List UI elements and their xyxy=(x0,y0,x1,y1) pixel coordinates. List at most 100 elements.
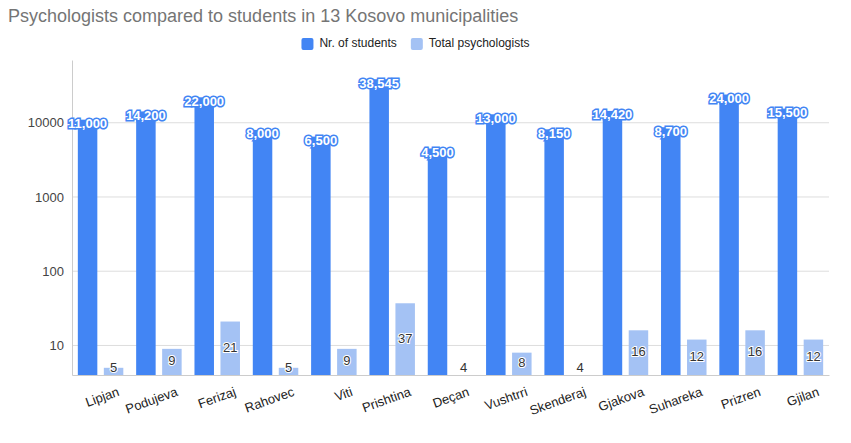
y-tick-label: 10 xyxy=(50,338,64,353)
legend: Nr. of students Total psychologists xyxy=(301,36,529,50)
x-tick: Skenderaj xyxy=(528,375,588,418)
x-tick: Prishtina xyxy=(360,375,413,415)
data-label: 15,500 xyxy=(768,105,808,120)
data-label: 4 xyxy=(460,360,467,375)
x-tick-label: Vushtrri xyxy=(483,384,530,413)
y-axis: 10 100 1000 10000 xyxy=(28,61,73,376)
grid-line xyxy=(72,122,829,123)
bar xyxy=(194,97,213,375)
data-label: 9 xyxy=(168,353,175,368)
data-label: 38,545 xyxy=(359,76,399,91)
bar xyxy=(78,120,97,375)
bar xyxy=(603,111,622,375)
bar xyxy=(486,114,505,375)
bar xyxy=(778,109,797,375)
data-label: 12 xyxy=(690,349,704,364)
x-tick: Podujeva xyxy=(123,375,180,417)
data-label: 8,700 xyxy=(655,124,688,139)
data-label: 16 xyxy=(748,344,762,359)
y-tick: 10000 xyxy=(28,115,72,130)
data-label: 8,000 xyxy=(246,126,279,141)
x-axis-line xyxy=(73,375,830,376)
y-tick: 10 xyxy=(50,338,72,353)
y-tick-label: 100 xyxy=(42,264,64,279)
legend-label: Total psychologists xyxy=(429,36,530,50)
x-tick-label: Gjakova xyxy=(596,384,647,415)
data-label: 37 xyxy=(398,331,412,346)
x-tick: Gjakova xyxy=(596,375,647,414)
x-tick: Deçan xyxy=(431,375,471,411)
bar xyxy=(512,353,531,375)
x-tick: Rahovec xyxy=(243,375,297,416)
legend-item: Total psychologists xyxy=(411,36,530,50)
bars xyxy=(78,79,823,375)
title: Psychologists compared to students in 13… xyxy=(8,6,518,26)
x-tick-label: Gjilan xyxy=(785,384,821,409)
data-label: 9 xyxy=(343,353,350,368)
x-tick-label: Rahovec xyxy=(243,384,297,416)
bar xyxy=(629,330,648,375)
x-tick-label: Suhareka xyxy=(647,384,705,417)
grid-line xyxy=(72,271,829,272)
bar xyxy=(687,340,706,375)
data-labels: 11,000 14,200 22,000 8,000 6,500 38,545 4,500 1… xyxy=(68,76,821,376)
data-label: 13,000 xyxy=(476,111,516,126)
x-tick-label: Podujeva xyxy=(123,384,180,417)
y-tick: 100 xyxy=(42,264,72,279)
y-tick-label: 10000 xyxy=(28,115,64,130)
legend-item: Nr. of students xyxy=(301,36,396,50)
data-label: 14,420 xyxy=(593,107,633,122)
bar xyxy=(162,349,181,375)
grid xyxy=(72,123,829,346)
data-label: 4 xyxy=(577,360,584,375)
data-label: 12 xyxy=(806,349,820,364)
x-tick: Viti xyxy=(333,375,355,404)
data-label: 11,000 xyxy=(68,116,107,131)
x-tick: Suhareka xyxy=(647,375,705,417)
data-label: 8 xyxy=(518,355,525,370)
bar xyxy=(136,111,155,375)
data-label: 6,500 xyxy=(305,133,338,148)
x-axis: LipjanPodujeva FerizajRahovec VitiPrishtin… xyxy=(73,375,830,418)
legend-swatch xyxy=(411,38,423,50)
bar xyxy=(804,340,823,375)
x-tick: Lipjan xyxy=(83,375,121,410)
data-label: 14,200 xyxy=(126,108,166,123)
bar xyxy=(661,127,680,375)
y-tick-label: 1000 xyxy=(35,190,64,205)
x-tick: Vushtrri xyxy=(483,375,530,413)
bar xyxy=(544,129,563,375)
data-label: 24,000 xyxy=(709,91,749,106)
bar xyxy=(369,79,388,375)
chart: Psychologists compared to students in 13… xyxy=(0,0,851,443)
x-tick-label: Skenderaj xyxy=(528,384,588,418)
bar xyxy=(337,349,356,375)
legend-swatch xyxy=(301,38,313,50)
x-tick: Gjilan xyxy=(785,375,821,409)
bar xyxy=(311,137,330,375)
bar xyxy=(745,330,764,375)
grid-line xyxy=(72,196,829,197)
bar xyxy=(719,95,738,375)
x-tick-label: Prishtina xyxy=(360,384,413,416)
data-label: 22,000 xyxy=(184,94,224,109)
x-tick-label: Ferizaj xyxy=(196,384,238,411)
data-label: 21 xyxy=(223,340,237,355)
x-tick-label: Viti xyxy=(333,384,355,404)
x-tick: Ferizaj xyxy=(196,375,238,411)
y-axis-line xyxy=(72,61,73,376)
data-label: 5 xyxy=(110,360,117,375)
x-tick: Prizren xyxy=(719,375,763,412)
data-label: 8,150 xyxy=(538,126,571,141)
y-tick: 1000 xyxy=(35,190,72,205)
data-label: 16 xyxy=(631,344,645,359)
grid-line xyxy=(72,345,829,346)
bar xyxy=(220,322,239,375)
legend-label: Nr. of students xyxy=(319,36,396,50)
x-tick-label: Prizren xyxy=(719,384,763,412)
data-label: 4,500 xyxy=(421,145,454,160)
data-label: 5 xyxy=(285,360,292,375)
x-tick-label: Deçan xyxy=(431,384,471,411)
bar xyxy=(253,130,272,375)
x-tick-label: Lipjan xyxy=(83,384,121,410)
